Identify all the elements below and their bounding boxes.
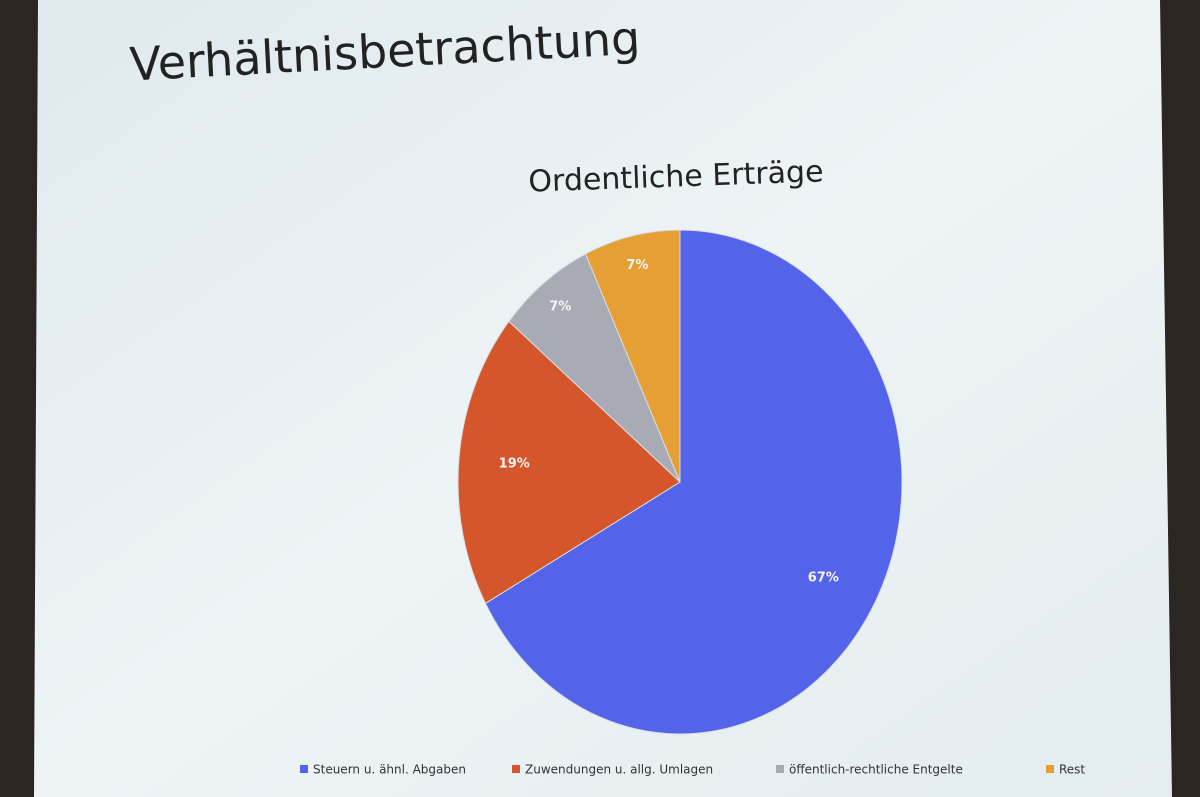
legend-label: Zuwendungen u. allg. Umlagen <box>525 763 713 777</box>
legend-swatch <box>300 765 308 773</box>
data-label: 7% <box>549 299 571 314</box>
legend-swatch <box>776 765 784 773</box>
pie-slice <box>457 320 681 605</box>
legend-label: öffentlich-rechtliche Entgelte <box>789 763 963 777</box>
legend-swatch <box>512 765 520 773</box>
legend-label: Steuern u. ähnl. Abgaben <box>313 763 466 777</box>
pie-slice <box>484 229 903 735</box>
pie-slice <box>584 229 681 483</box>
pie: 67% 19% 7% 7% <box>457 229 903 735</box>
pie-slice <box>508 253 681 483</box>
data-label: 67% <box>808 571 839 586</box>
data-label: 19% <box>499 457 530 472</box>
legend: Steuern u. ähnl. Abgaben Zuwendungen u. a… <box>300 763 1085 777</box>
legend-swatch <box>1046 765 1054 773</box>
legend-label: Rest <box>1059 763 1085 777</box>
data-label: 7% <box>626 258 648 273</box>
